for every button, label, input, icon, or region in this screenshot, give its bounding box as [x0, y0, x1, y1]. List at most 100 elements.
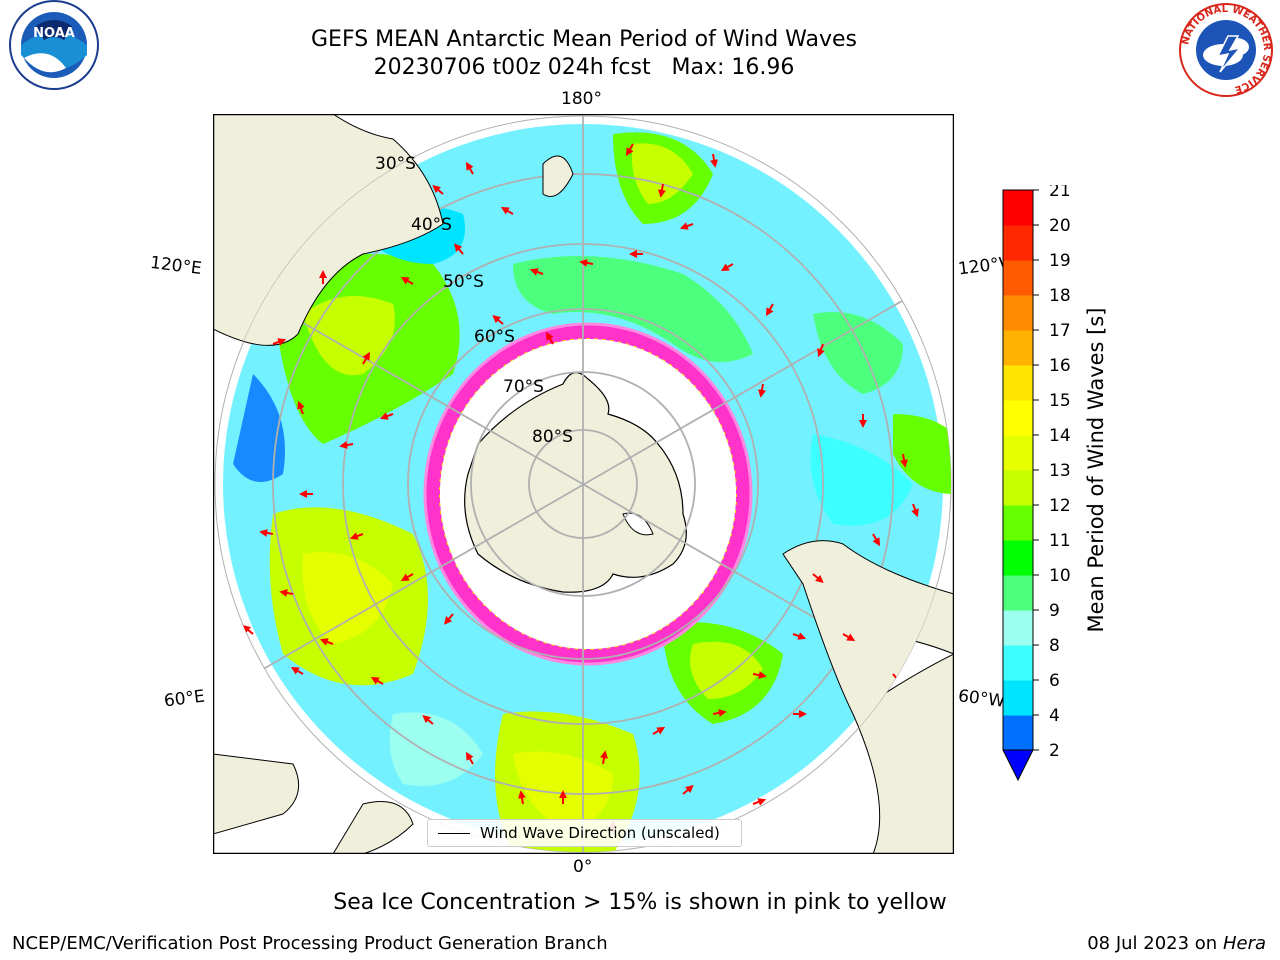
producer-credit: NCEP/EMC/Verification Post Processing Pr… [12, 933, 608, 954]
wind-wave-arrow [658, 183, 666, 198]
wind-wave-arrow [432, 185, 444, 195]
wind-wave-arrow [652, 726, 666, 735]
legend-label: Wind Wave Direction (unscaled) [480, 824, 720, 842]
wind-wave-arrow [259, 529, 274, 537]
colorbar-segment [1003, 680, 1033, 716]
colorbar-tick-label: 10 [1049, 566, 1071, 586]
colorbar-segment [1003, 225, 1033, 261]
wind-wave-arrow [349, 532, 364, 540]
lat-label-70s: 70°S [503, 377, 544, 397]
wind-wave-arrow [454, 243, 464, 255]
wind-wave-arrow [752, 798, 767, 806]
colorbar-segment [1003, 470, 1033, 506]
colorbar-tick-label: 12 [1049, 496, 1071, 516]
wind-wave-arrow [290, 666, 304, 675]
wind-wave-arrow [279, 589, 294, 597]
wind-wave-arrow [765, 303, 774, 317]
wind-wave-arrow [682, 785, 694, 795]
colorbar-segment [1003, 540, 1033, 576]
wind-wave-arrow [242, 625, 254, 635]
colorbar-tick-label: 16 [1049, 356, 1071, 376]
wind-wave-arrow [444, 613, 454, 625]
legend-line-swatch [438, 832, 470, 834]
colorbar-segment [1003, 645, 1033, 681]
generation-date-text: 08 Jul 2023 on [1087, 933, 1223, 954]
colorbar-tick-label: 14 [1049, 426, 1071, 446]
noaa-logo-text: NOAA [33, 26, 75, 41]
noaa-logo: NOAA [9, 0, 99, 90]
wind-wave-arrow [529, 268, 544, 276]
lat-label-30s: 30°S [375, 154, 416, 174]
wind-wave-arrow [545, 331, 554, 345]
colorbar-tick-label: 21 [1049, 185, 1071, 201]
wind-wave-arrow [297, 400, 305, 415]
lon-label-60e: 60°E [162, 686, 206, 712]
host-name: Hera [1222, 933, 1266, 954]
colorbar-tick-label: 18 [1049, 286, 1071, 306]
wind-wave-arrow [400, 573, 414, 582]
colorbar-tick-label: 17 [1049, 321, 1071, 341]
colorbar-segment [1003, 505, 1033, 541]
colorbar-extend-arrow [1002, 749, 1034, 782]
polar-map: 30°S 40°S 50°S 60°S 70°S 80°S [213, 114, 954, 854]
wind-wave-arrow [272, 338, 287, 346]
colorbar-segment [1003, 715, 1033, 751]
wind-wave-arrow [758, 383, 766, 398]
wind-wave-arrow [579, 259, 594, 267]
lat-label-60s: 60°S [474, 327, 515, 347]
wind-wave-arrow [710, 153, 718, 168]
wind-wave-arrow [500, 206, 514, 215]
wind-wave-arrow [518, 790, 526, 805]
wind-wave-arrow [792, 632, 807, 640]
lat-label-40s: 40°S [411, 215, 452, 235]
colorbar-segment [1003, 190, 1033, 226]
colorbar-tick-label: 6 [1049, 671, 1060, 691]
colorbar-segment [1003, 575, 1033, 611]
sea-ice-note: Sea Ice Concentration > 15% is shown in … [333, 890, 947, 915]
colorbar-segment [1003, 400, 1033, 436]
colorbar-segment [1003, 260, 1033, 296]
national-weather-service-logo: NATIONAL WEATHER SERVICE [1179, 3, 1273, 97]
lat-label-80s: 80°S [532, 427, 573, 447]
colorbar-tick-label: 13 [1049, 461, 1071, 481]
colorbar-tick-label: 9 [1049, 601, 1060, 621]
colorbar-title: Mean Period of Wind Waves [s] [1084, 307, 1108, 633]
wind-wave-arrow [679, 222, 694, 230]
wind-wave-arrow [712, 709, 727, 717]
colorbar-segment [1003, 365, 1033, 401]
colorbar-segment [1003, 435, 1033, 471]
lon-label-120e: 120°E [148, 252, 203, 280]
wind-wave-arrow [319, 638, 334, 646]
wind-wave-arrow [379, 412, 394, 420]
wind-wave-arrow [600, 750, 608, 765]
chart-subtitle: 20230706 t00z 024h fcst Max: 16.96 [373, 55, 795, 80]
wind-wave-arrow [362, 351, 371, 365]
colorbar-tick-label: 15 [1049, 391, 1071, 411]
map-legend: Wind Wave Direction (unscaled) [427, 819, 742, 847]
lon-label-0: 0° [573, 857, 593, 877]
colorbar-tick-label: 20 [1049, 216, 1071, 236]
wind-wave-arrow [492, 315, 504, 325]
wind-wave-arrow [911, 503, 919, 518]
colorbar-tick-label: 2 [1049, 741, 1060, 761]
colorbar-segment [1003, 295, 1033, 331]
colorbar: 2 4 6 8 9 10 11 12 13 14 15 16 17 18 19 20 21 [1002, 185, 1071, 782]
wind-wave-arrow [720, 263, 734, 272]
colorbar-segment [1003, 330, 1033, 366]
wind-wave-arrow [842, 633, 856, 641]
colorbar-tick-label: 11 [1049, 531, 1071, 551]
wind-wave-arrow [339, 441, 354, 449]
generation-date: 08 Jul 2023 on Hera [1087, 933, 1266, 954]
lon-label-60w: 60°W [956, 686, 1006, 712]
wind-wave-arrow [817, 343, 825, 358]
wind-wave-arrow [812, 573, 824, 583]
wind-wave-arrow [466, 751, 474, 765]
wind-wave-arrow [900, 453, 908, 468]
wind-wave-arrow [752, 671, 767, 679]
wind-wave-arrow [872, 533, 881, 547]
wind-wave-arrow [370, 676, 384, 685]
colorbar-tick-label: 8 [1049, 636, 1060, 656]
wind-wave-arrow [422, 715, 434, 725]
wind-wave-arrow [625, 143, 634, 157]
lon-label-180: 180° [561, 89, 602, 109]
